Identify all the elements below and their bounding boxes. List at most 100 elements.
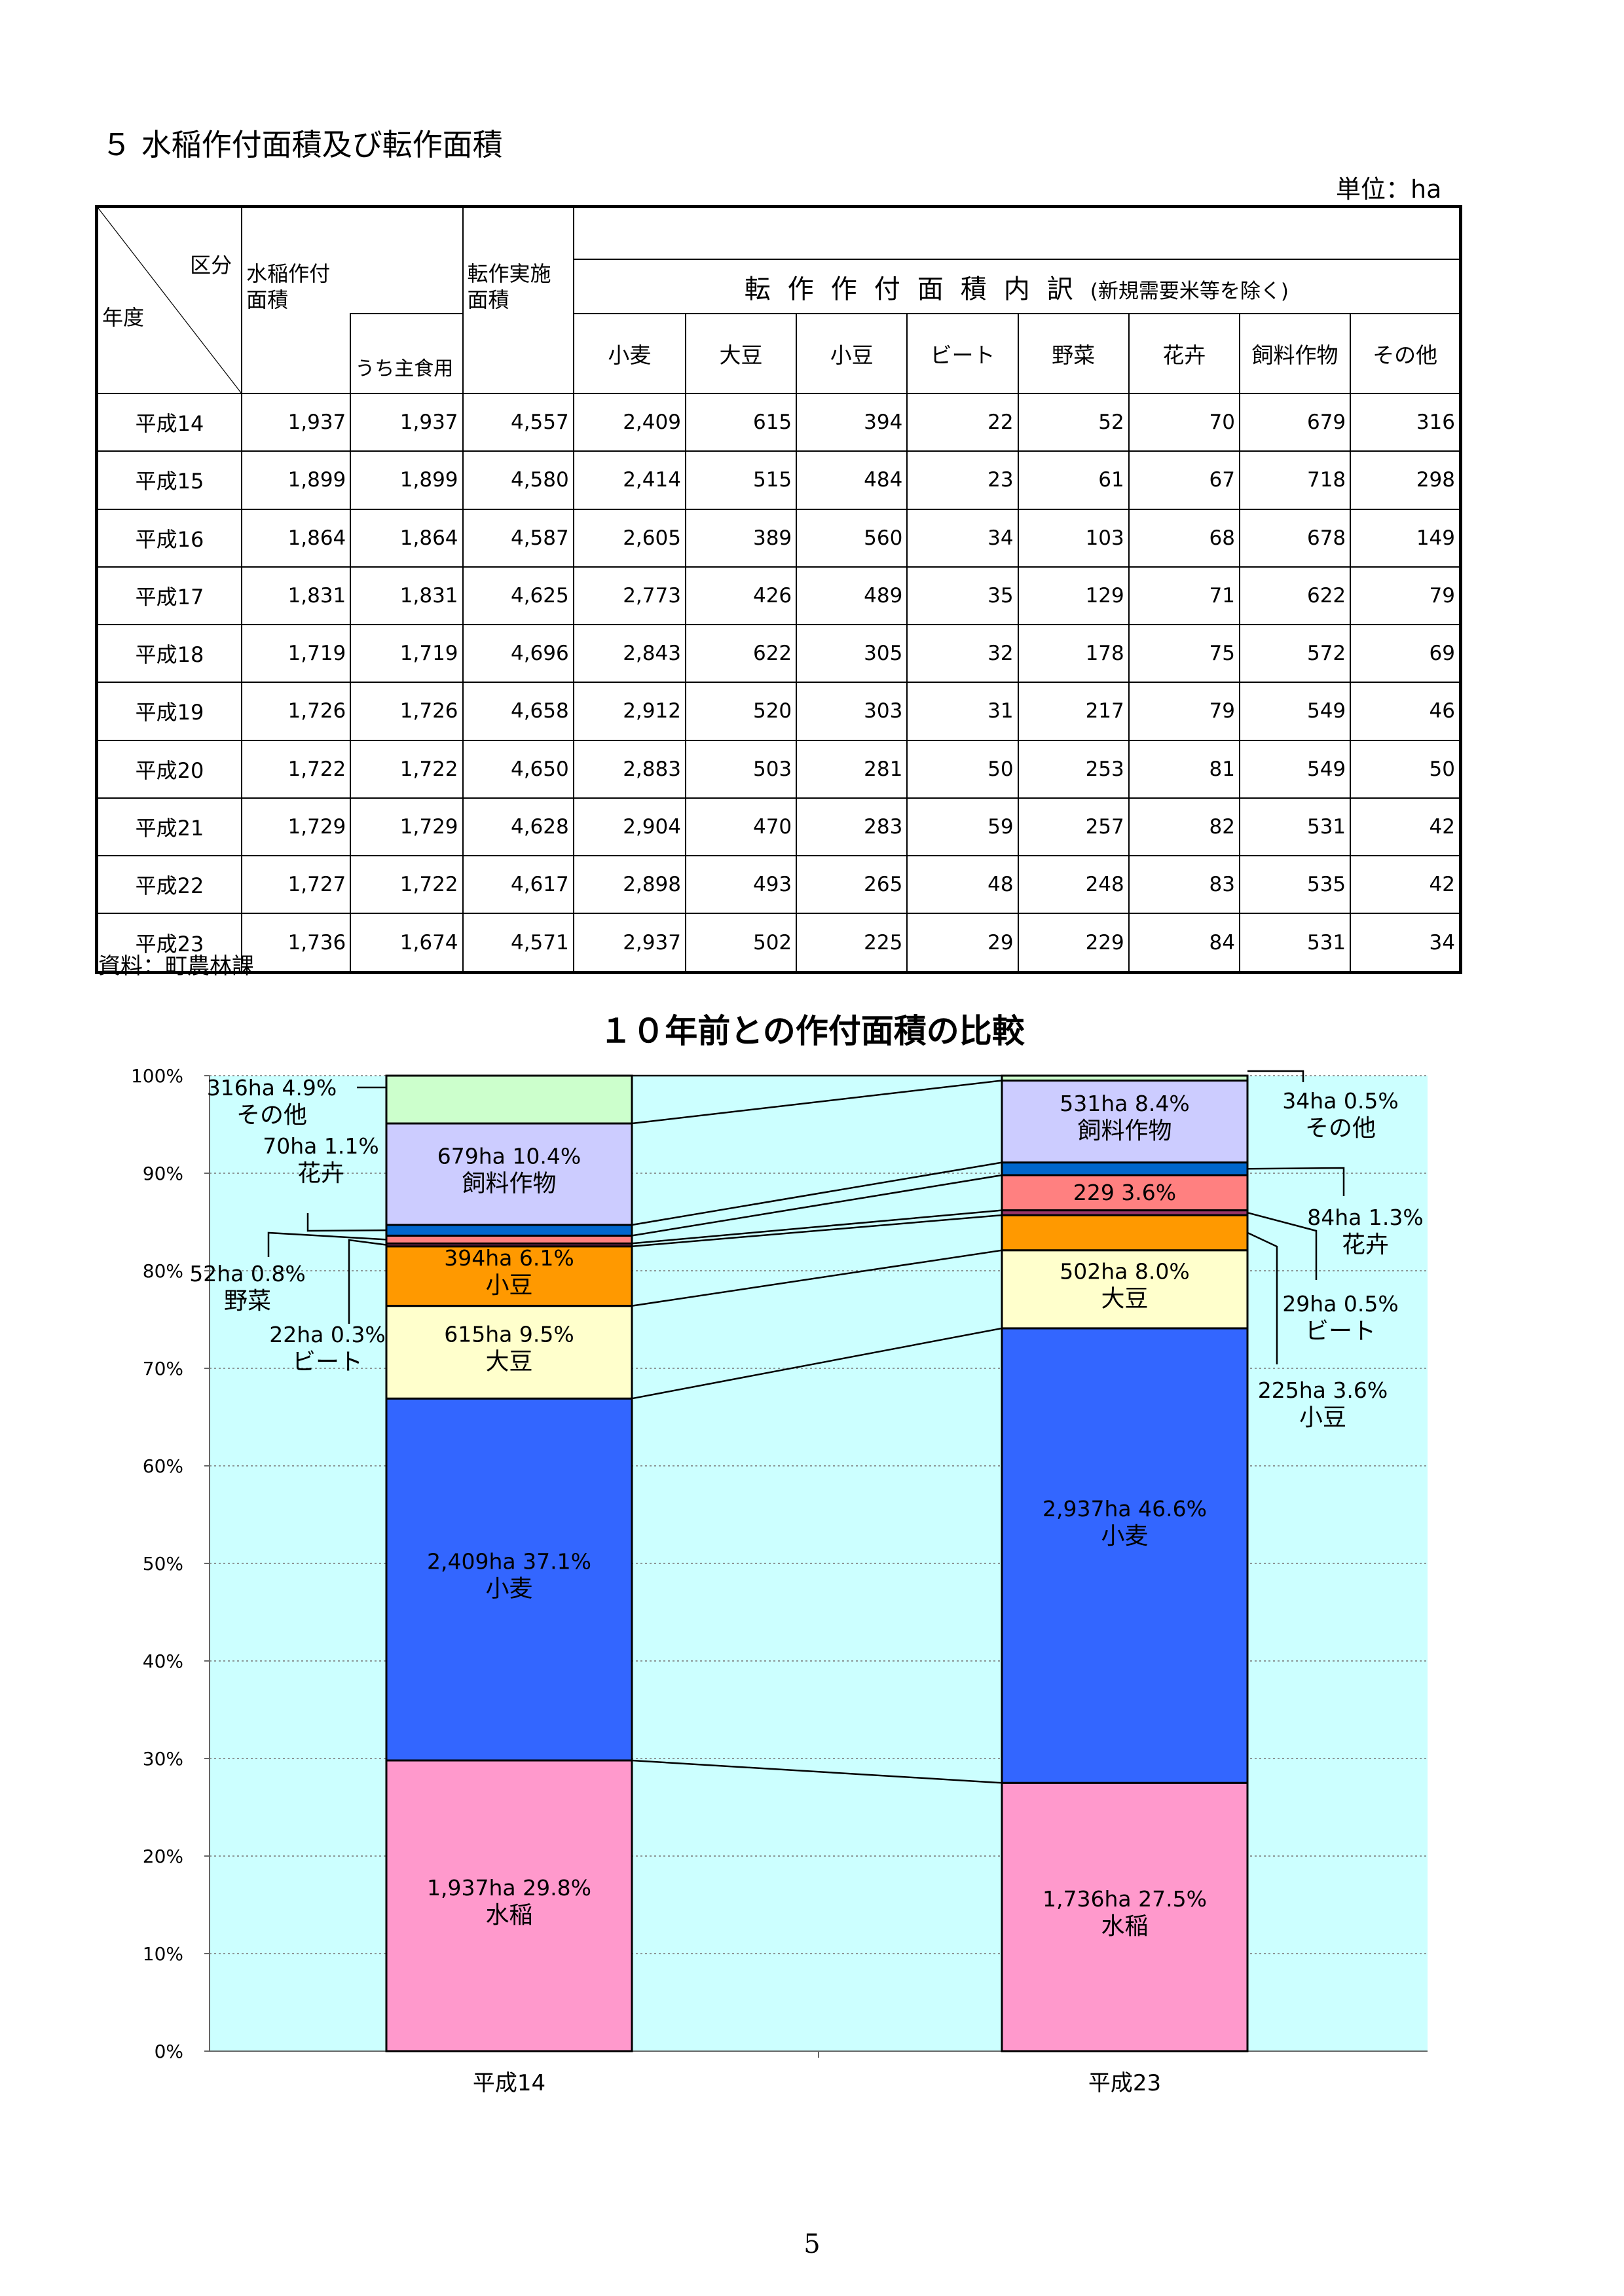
value-cell: 178 [1017,624,1130,683]
bar-segment [1001,1174,1249,1212]
value-cell: 4,696 [462,624,574,683]
value-cell: 79 [1128,682,1240,741]
year-cell: 平成15 [95,450,243,510]
leader-line [1247,1231,1278,1364]
bar-segment [385,1397,633,1762]
data-label-name: 水稲 [1101,1913,1148,1940]
data-label: 2,409ha 37.1% [427,1549,591,1575]
y-tick-label: 10% [143,1943,183,1965]
value-cell: 2,883 [572,739,686,799]
value-cell: 2,912 [572,682,686,741]
cropping-area-table: 区分 年度 水稲作付 面積 転作実施 面積 転作作付面積内訳(新規需要米等を除く… [95,205,1463,974]
series-connector [631,1759,1003,1784]
value-cell: 470 [684,797,798,857]
leader-line [348,1239,387,1324]
value-cell: 2,898 [572,855,686,915]
value-cell: 22 [906,392,1019,452]
data-label-name: その他 [236,1102,307,1129]
value-cell: 549 [1238,739,1352,799]
data-label: 531ha 8.4% [1060,1091,1189,1116]
header-staple-use-label: うち主食用 [355,357,454,380]
data-label: 2,937ha 46.6% [1043,1496,1207,1522]
value-cell: 149 [1350,508,1463,568]
year-cell: 平成22 [95,855,243,915]
header-blank-band [572,205,1462,261]
y-tick-label: 0% [155,2041,183,2062]
value-cell: 4,557 [462,392,574,452]
header-conversion-total: 転作実施 面積 [462,205,574,394]
value-cell: 1,722 [350,855,464,915]
value-cell: 394 [796,392,908,452]
value-cell: 253 [1017,739,1130,799]
data-label: 22ha 0.3% [269,1322,385,1347]
value-cell: 129 [1017,566,1130,626]
series-connector [631,1174,1003,1237]
value-cell: 622 [1238,566,1352,626]
data-label-name: 小豆 [1299,1404,1346,1431]
data-label-name: 小麦 [485,1576,532,1603]
value-cell: 531 [1238,797,1352,857]
bar-segment [1001,1214,1249,1252]
header-rice-area: 水稲作付 面積 [241,205,464,314]
value-cell: 520 [684,682,798,741]
stacked-bar-chart: 0% 10% 20% 30% 40% 50% 60% 70% 80% 90% 100% 平成14 平成2… [131,1065,1428,2096]
bar-segment [385,1224,633,1237]
value-cell: 531 [1238,913,1352,974]
leader-line [357,1086,388,1100]
value-cell: 52 [1017,392,1130,452]
year-cell: 平成23 [95,913,243,974]
data-label: 225ha 3.6% [1258,1377,1388,1403]
value-cell: 59 [906,797,1019,857]
table-body: 平成14 1,937 1,937 4,557 2,409 615 394 22 52 70 679 3… [95,392,1463,974]
y-tick-label: 90% [143,1163,183,1184]
series-connector [631,1249,1003,1307]
data-label: 1,736ha 27.5% [1043,1886,1207,1912]
series-connector [631,1214,1003,1247]
bar-segment [1001,1161,1249,1176]
value-cell: 622 [684,624,798,683]
year-cell: 平成20 [95,739,243,799]
data-label-name: 野菜 [224,1288,271,1315]
value-cell: 257 [1017,797,1130,857]
data-label-name: ビート [292,1349,363,1376]
data-label-name: その他 [1305,1115,1376,1142]
value-cell: 4,571 [462,913,574,974]
table-row: 平成14 1,937 1,937 4,557 2,409 615 394 22 52 70 679 3… [95,392,1463,452]
y-tick-label: 30% [143,1748,183,1770]
header-crop-feed: 飼料作物 [1238,313,1352,394]
leader-line [306,1213,387,1232]
table-row: 平成18 1,719 1,719 4,696 2,843 622 305 32 178 75 572… [95,624,1463,683]
section-title: ５ 水稲作付面積及び転作面積 [101,127,503,162]
value-cell: 1,729 [241,797,352,857]
table-row: 平成23 1,736 1,674 4,571 2,937 502 225 29 229 84 531… [95,913,1463,974]
header-crop-soybean: 大豆 [684,313,798,394]
data-label: 316ha 4.9% [207,1075,337,1101]
data-label: 229 3.6% [1073,1180,1176,1205]
value-cell: 2,843 [572,624,686,683]
value-cell: 298 [1350,450,1463,510]
header-crop-other: その他 [1350,313,1463,394]
value-cell: 248 [1017,855,1130,915]
data-label: 52ha 0.8% [189,1261,305,1286]
value-cell: 502 [684,913,798,974]
value-cell: 225 [796,913,908,974]
value-cell: 1,831 [350,566,464,626]
value-cell: 549 [1238,682,1352,741]
bar-segment [385,1122,633,1226]
value-cell: 2,904 [572,797,686,857]
value-cell: 303 [796,682,908,741]
year-cell: 平成19 [95,682,243,741]
header-crop-adzuki: 小豆 [796,313,908,394]
year-cell: 平成21 [95,797,243,857]
value-cell: 217 [1017,682,1130,741]
data-label-name: 大豆 [1101,1285,1148,1312]
value-cell: 1,722 [350,739,464,799]
year-cell: 平成17 [95,566,243,626]
data-label: 502ha 8.0% [1060,1258,1189,1284]
table-row: 平成20 1,722 1,722 4,650 2,883 503 281 50 253 81 549… [95,739,1463,799]
value-cell: 84 [1128,913,1240,974]
value-cell: 572 [1238,624,1352,683]
value-cell: 679 [1238,392,1352,452]
value-cell: 4,650 [462,739,574,799]
value-cell: 34 [1350,913,1463,974]
